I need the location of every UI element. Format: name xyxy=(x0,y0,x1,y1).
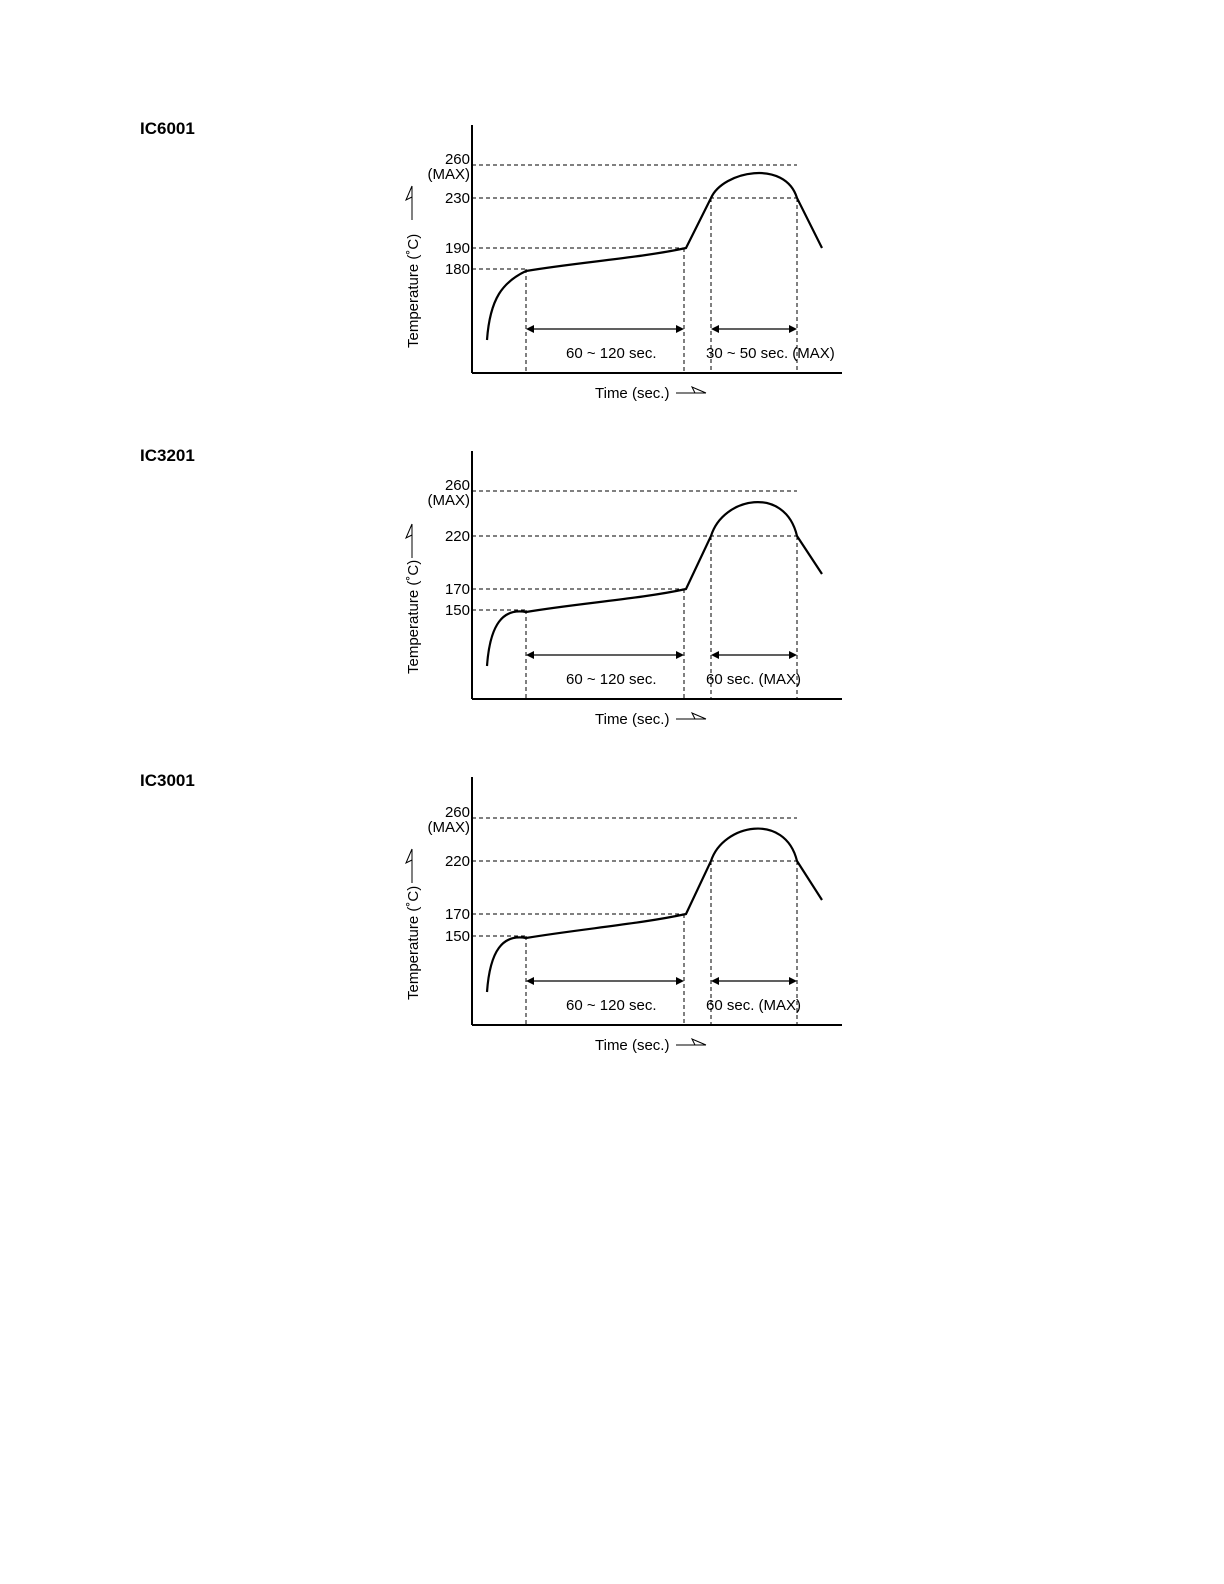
y-tick-label: 230 xyxy=(445,190,470,207)
reflow-profile-diagram: 260 220 170 150 (MAX) Temperature (˚C) Time (s… xyxy=(405,777,842,1054)
y-tick-label: 150 xyxy=(445,928,470,945)
x-axis-title: Time (sec.) xyxy=(595,385,669,402)
y-tick-label: 150 xyxy=(445,602,470,619)
span-peak-label: 30 ~ 50 sec. (MAX) xyxy=(706,345,835,362)
y-axis-title: Temperature (˚C) xyxy=(405,886,422,1000)
span-peak-label: 60 sec. (MAX) xyxy=(706,997,801,1014)
span-arrowhead xyxy=(711,325,719,333)
y-tick-label: 220 xyxy=(445,528,470,545)
span-soak-label: 60 ~ 120 sec. xyxy=(566,671,656,688)
span-soak-label: 60 ~ 120 sec. xyxy=(566,345,656,362)
span-arrowhead xyxy=(526,651,534,659)
span-arrowhead xyxy=(789,977,797,985)
y-tick-label: 260 xyxy=(445,477,470,494)
part-label: IC3201 xyxy=(140,446,195,465)
y-tick-label: 260 xyxy=(445,804,470,821)
y-tick-label: 260 xyxy=(445,151,470,168)
y-axis-arrow-icon xyxy=(405,185,413,202)
y-tick-label: 170 xyxy=(445,581,470,598)
span-soak-label: 60 ~ 120 sec. xyxy=(566,997,656,1014)
y-tick-label: 220 xyxy=(445,853,470,870)
reflow-profile-diagram: 260 220 170 150 (MAX) Temperature (˚C) Time (s… xyxy=(405,451,842,728)
y-axis-arrow-icon xyxy=(405,523,413,540)
x-axis-arrow-icon xyxy=(690,1038,707,1046)
span-arrowhead xyxy=(676,325,684,333)
span-arrowhead xyxy=(526,977,534,985)
reflow-profile-diagram: 260 230 190 180 (MAX) Temperature (˚C) Time (s… xyxy=(405,125,842,402)
x-axis-title: Time (sec.) xyxy=(595,711,669,728)
span-arrowhead xyxy=(526,325,534,333)
temperature-profile-curve xyxy=(485,501,823,667)
y-axis-title: Temperature (˚C) xyxy=(405,560,422,674)
temperature-profile-curve xyxy=(485,172,823,341)
part-label: IC3001 xyxy=(140,771,195,790)
y-axis-title: Temperature (˚C) xyxy=(405,234,422,348)
temperature-profile-curve xyxy=(485,827,823,993)
span-peak-label: 60 sec. (MAX) xyxy=(706,671,801,688)
x-axis-title: Time (sec.) xyxy=(595,1037,669,1054)
y-tick-label: 170 xyxy=(445,906,470,923)
part-label: IC6001 xyxy=(140,119,195,138)
y-tick-label: 190 xyxy=(445,240,470,257)
y-tick-max-label: (MAX) xyxy=(428,819,471,836)
span-arrowhead xyxy=(711,651,719,659)
span-arrowhead xyxy=(676,977,684,985)
span-arrowhead xyxy=(676,651,684,659)
x-axis-arrow-icon xyxy=(690,386,707,394)
y-axis-arrow-icon xyxy=(405,848,413,865)
x-axis-arrow-icon xyxy=(690,712,707,720)
y-tick-max-label: (MAX) xyxy=(428,166,471,183)
span-arrowhead xyxy=(789,651,797,659)
span-arrowhead xyxy=(711,977,719,985)
span-arrowhead xyxy=(789,325,797,333)
y-tick-label: 180 xyxy=(445,261,470,278)
y-tick-max-label: (MAX) xyxy=(428,492,471,509)
